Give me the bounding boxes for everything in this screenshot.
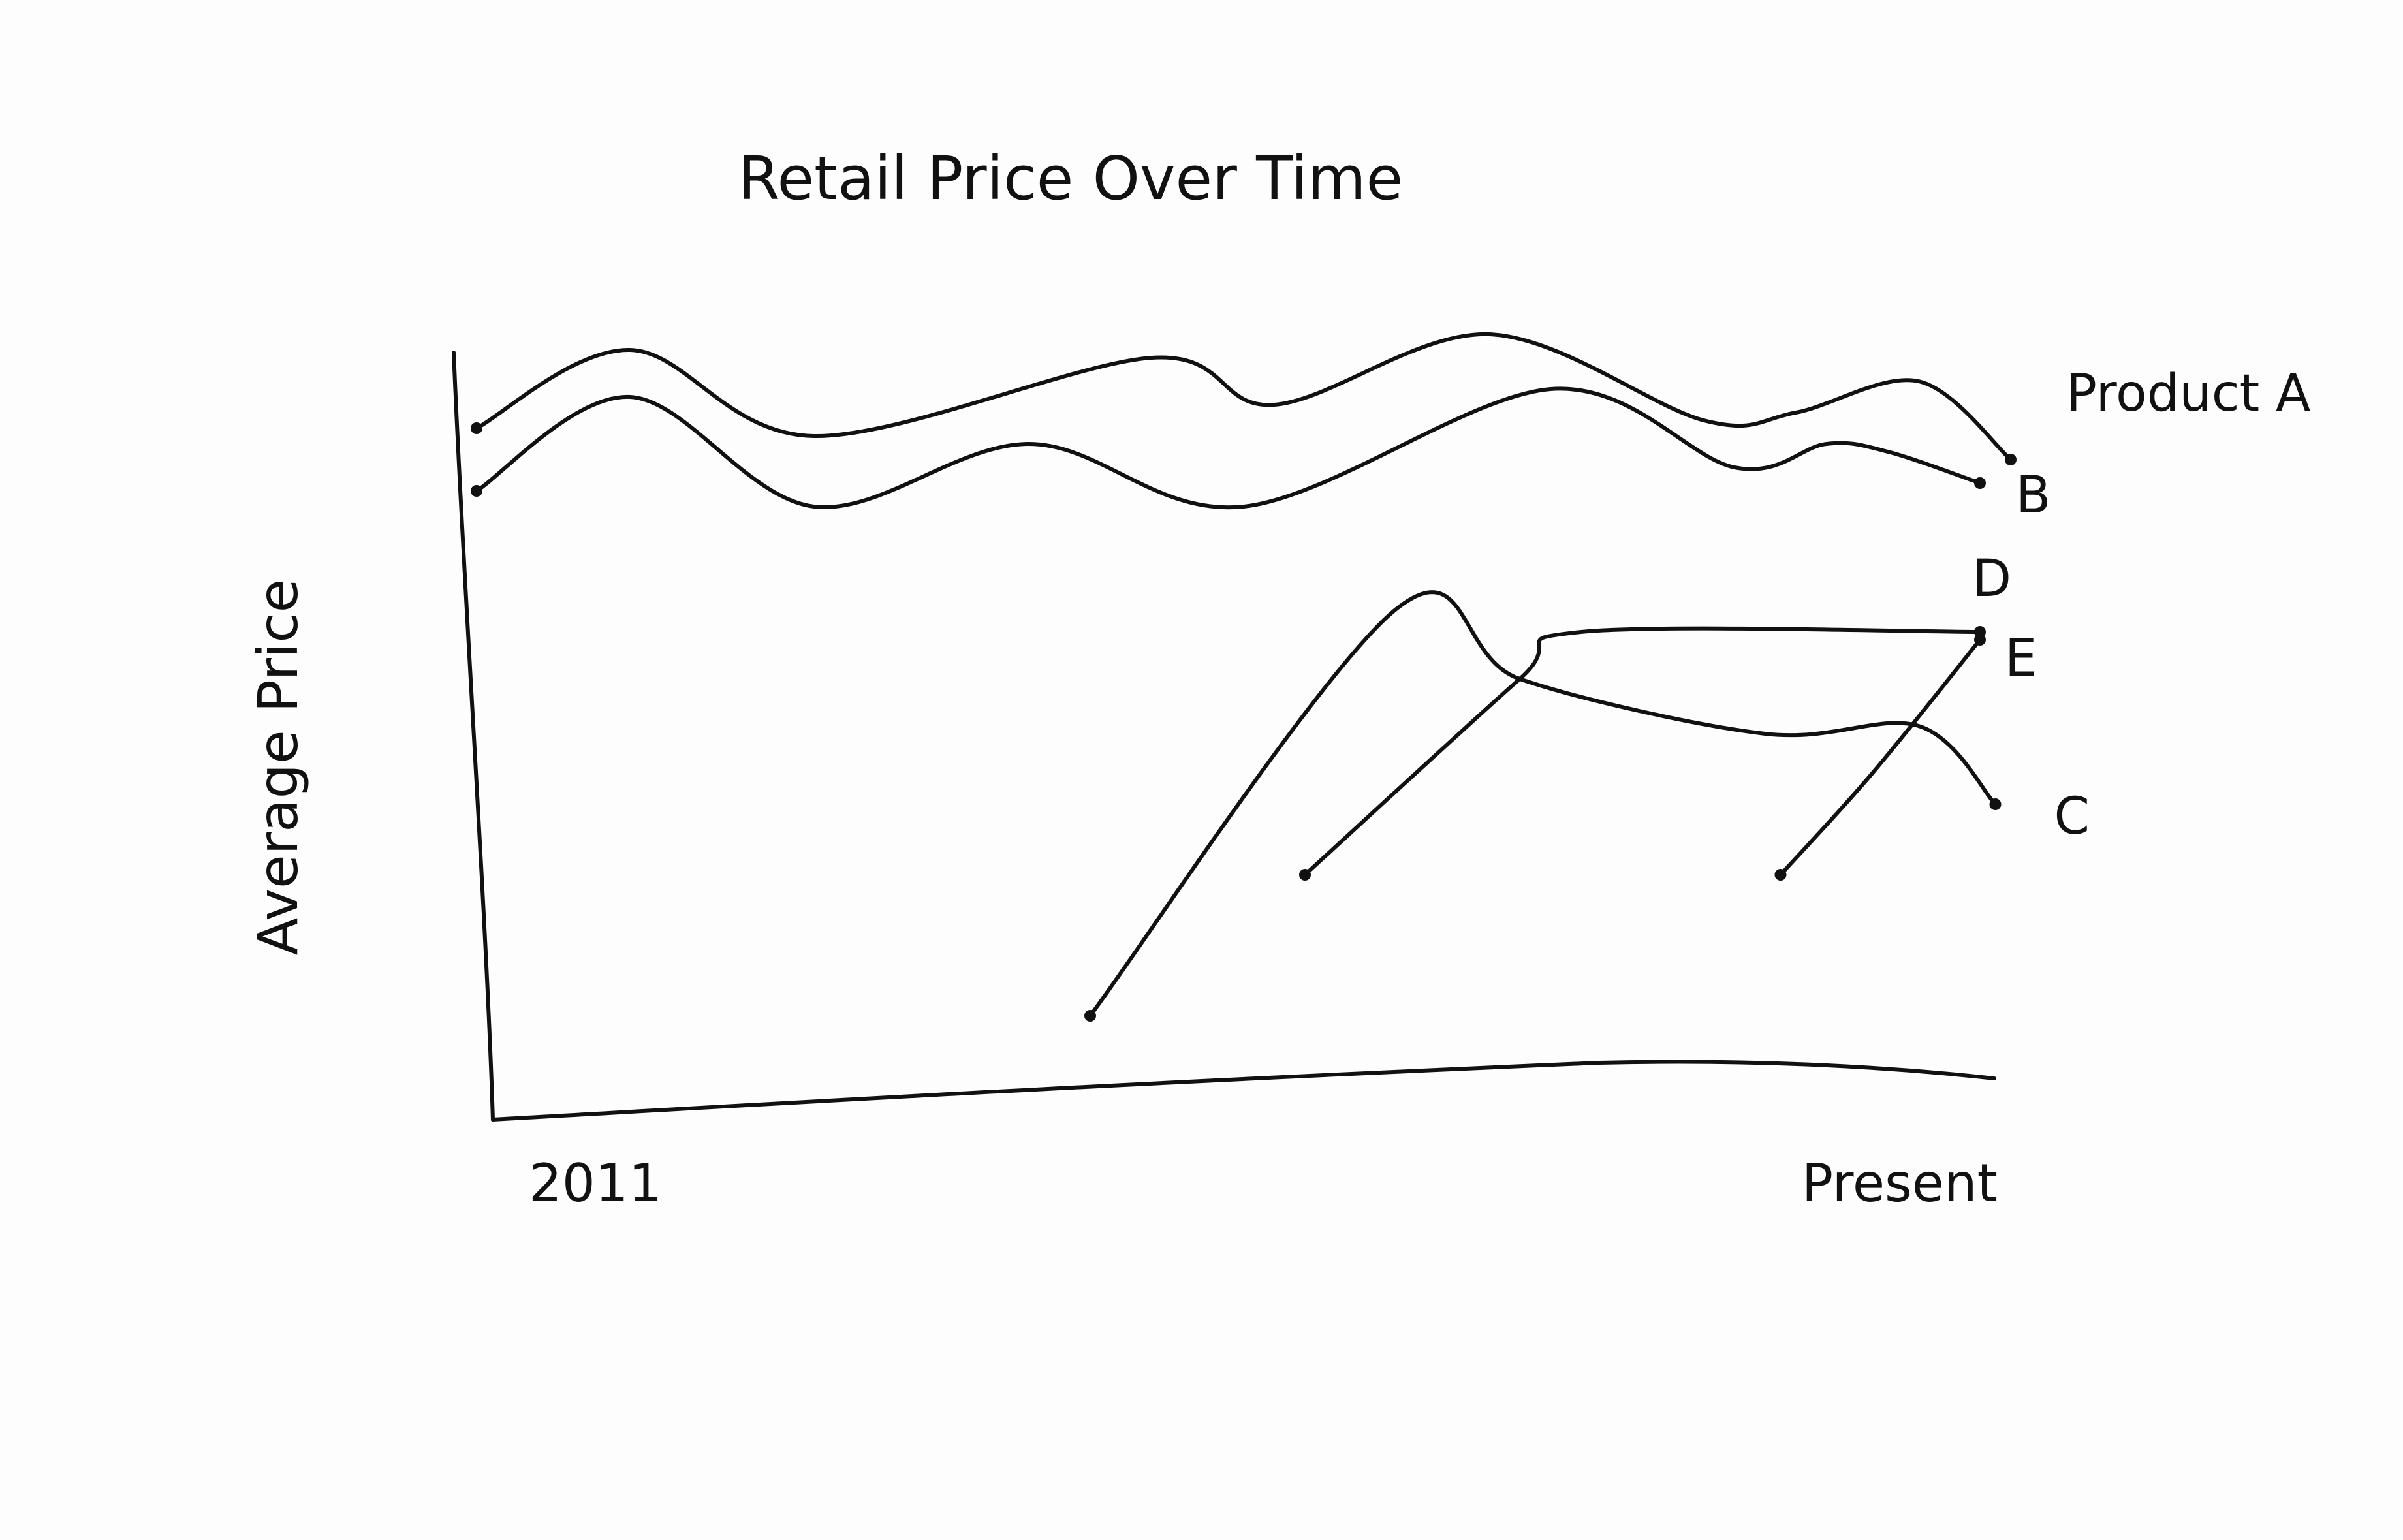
series-point-b-start <box>471 485 482 497</box>
series-point-product-a-end <box>2005 454 2017 465</box>
series-line-d <box>1303 626 1982 877</box>
series-point-c-start <box>1084 1010 1096 1022</box>
chart-title: Retail Price Over Time <box>738 144 1404 213</box>
y-axis-label: Average Price <box>246 579 310 956</box>
x-tick-label-end: Present <box>1802 1153 1998 1214</box>
series-line-b <box>475 386 1982 510</box>
series-line-e <box>1778 638 1982 877</box>
series-point-c-end <box>1989 798 2002 810</box>
series-point-b-end <box>1974 477 1986 489</box>
series-point-e-end <box>1974 634 1986 646</box>
x-tick-label-start: 2011 <box>529 1153 662 1214</box>
series-point-e-start <box>1774 869 1787 881</box>
series-line-c <box>1088 590 1998 1018</box>
series-lines <box>471 332 2017 1022</box>
y-axis-line <box>452 351 495 1122</box>
x-tick-labels: 2011 Present <box>529 1153 1998 1214</box>
x-axis-line <box>491 1060 1996 1122</box>
series-label-b: B <box>2016 466 2051 525</box>
series-line-product-a <box>475 332 2013 462</box>
series-point-product-a-start <box>471 422 482 434</box>
series-label-product-a: Product A <box>2066 364 2310 423</box>
series-point-d-start <box>1299 869 1311 881</box>
series-label-e: E <box>2005 629 2037 688</box>
series-label-d: D <box>1972 550 2011 608</box>
series-labels: Product A B C DE <box>1972 364 2310 846</box>
series-label-c: C <box>2054 787 2090 846</box>
